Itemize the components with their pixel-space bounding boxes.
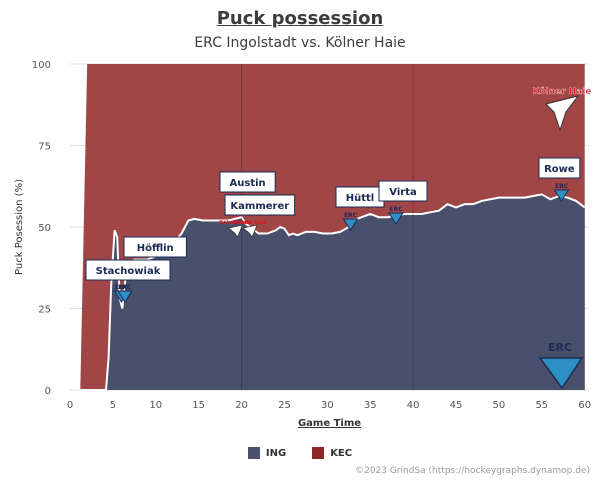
goal-label: Virta <box>389 187 416 198</box>
erc-logo-text: ERC <box>389 206 403 213</box>
goal-label-box <box>123 236 187 258</box>
goal-label: Höfflin <box>137 243 174 254</box>
x-tick-label: 25 <box>278 400 291 411</box>
goal-label: Kammerer <box>230 201 289 212</box>
x-tick-label: 10 <box>149 400 162 411</box>
x-tick-label: 0 <box>67 400 73 411</box>
legend: ING KEC <box>0 447 600 459</box>
goal-label-box <box>224 194 296 216</box>
legend-label-ing: ING <box>265 447 287 459</box>
legend-item-ing[interactable]: ING <box>247 447 287 459</box>
erc-goal-icon <box>553 189 570 202</box>
x-tick-label: 45 <box>450 400 463 411</box>
erc-panther-logo-icon <box>538 357 584 390</box>
y-tick-label: 100 <box>32 60 51 71</box>
x-tick-label: 60 <box>578 400 591 411</box>
erc-logo-text: ERC <box>115 284 129 291</box>
erc-logo-text: ERC <box>344 212 358 219</box>
x-tick-label: 50 <box>493 400 506 411</box>
goal-label-box <box>378 180 428 202</box>
x-axis-title: Game Time <box>298 418 361 429</box>
kec-team-logo-text: Kölner Haie <box>533 87 592 97</box>
goal-label: Austin <box>230 178 266 189</box>
y-tick-label: 0 <box>45 386 51 397</box>
goal-label: Hüttl <box>346 193 374 204</box>
y-tick-label: 25 <box>38 305 51 316</box>
erc-goal-icon <box>342 218 359 231</box>
erc-goal-icon <box>116 290 133 303</box>
goal-label-box <box>85 259 171 281</box>
erc-logo-text: ERC <box>118 284 132 291</box>
credit-text: ©2023 GrindSa (https://hockeygraphs.dyna… <box>355 466 590 476</box>
x-tick-label: 15 <box>192 400 205 411</box>
legend-swatch-ing <box>247 447 260 459</box>
x-tick-label: 40 <box>407 400 420 411</box>
legend-swatch-kec <box>312 447 325 459</box>
chart-subtitle: ERC Ingolstadt vs. Kölner Haie <box>194 35 406 51</box>
y-tick-label: 75 <box>38 142 51 153</box>
erc-team-logo-text: ERC <box>548 341 572 354</box>
x-tick-label: 35 <box>364 400 377 411</box>
area-ing <box>80 194 585 390</box>
x-tick-label: 20 <box>235 400 248 411</box>
erc-goal-icon <box>388 212 404 225</box>
x-tick-label: 55 <box>535 400 548 411</box>
kec-logo-text: Kölner Haie <box>219 220 252 226</box>
x-tick-label: 5 <box>110 400 116 411</box>
goal-label-box <box>538 157 581 179</box>
y-axis-title: Puck Posession (%) <box>14 179 25 275</box>
legend-item-kec[interactable]: KEC <box>312 447 352 459</box>
kec-shark-logo-icon <box>545 95 580 132</box>
legend-label-kec: KEC <box>330 447 353 459</box>
kec-goal-icon <box>227 224 244 238</box>
x-tick-label: 30 <box>321 400 334 411</box>
goal-label-box <box>219 171 276 193</box>
possession-chart: 0 25 50 75 100 0 5 10 15 20 25 30 35 40 45 50 55 60 Game T… <box>14 60 592 429</box>
y-tick-label: 50 <box>38 223 51 234</box>
goal-label: Stachowiak <box>96 266 161 277</box>
chart-title: Puck possession <box>216 8 384 29</box>
kec-logo-text: Kölner Haie <box>234 220 267 226</box>
erc-logo-text: ERC <box>555 183 569 190</box>
goal-label: Rowe <box>544 164 575 175</box>
kec-goal-icon <box>242 224 258 238</box>
